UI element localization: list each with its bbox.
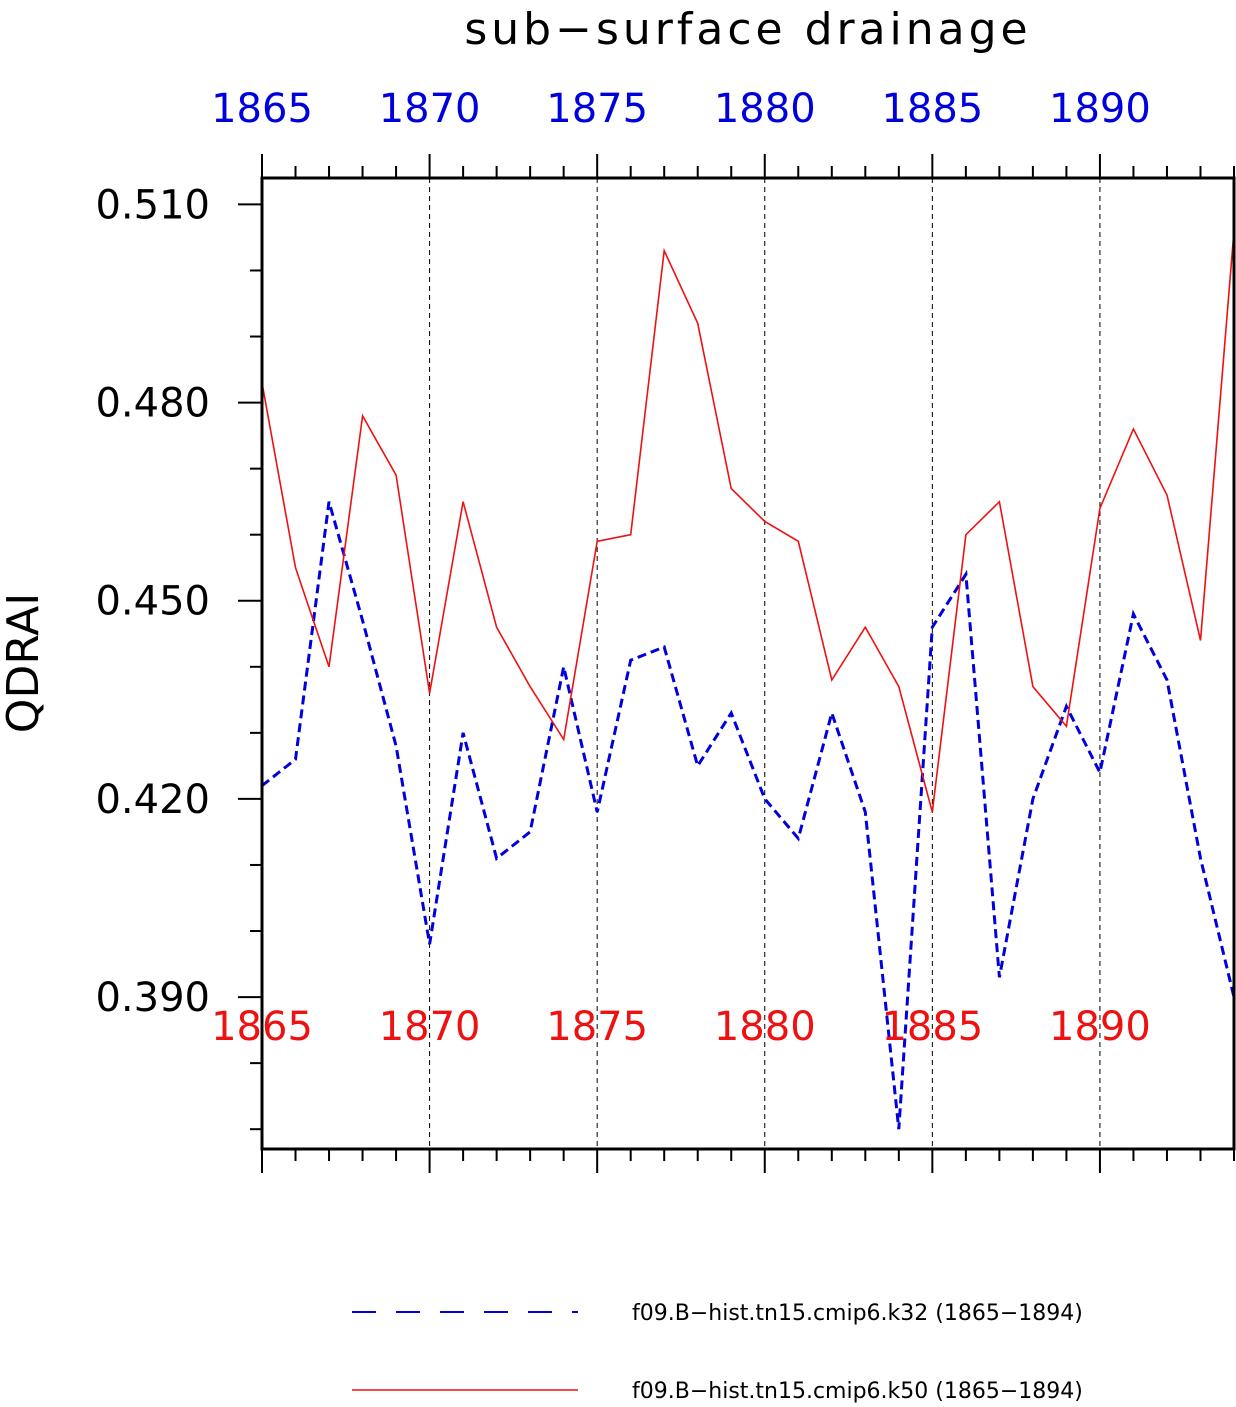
y-tick-label-0.390: 0.390 [95,975,210,1021]
x-tick-label-bottom-1875: 1875 [546,1004,648,1050]
y-tick-label-0.510: 0.510 [95,182,210,228]
x-tick-label-top-1875: 1875 [546,86,648,132]
axes [260,176,1236,1151]
legend-label-2: f09.B−hist.tn15.cmip6.k50 (1865−1894) [632,1379,1083,1404]
legend-label-1: f09.B−hist.tn15.cmip6.k32 (1865−1894) [632,1301,1083,1326]
x-tick-label-top-1890: 1890 [1049,86,1151,132]
series-line-1 [261,501,1236,1130]
x-tick-label-bottom-1865: 1865 [211,1004,313,1050]
y-tick-label-0.480: 0.480 [95,381,210,427]
legend: f09.B−hist.tn15.cmip6.k32 (1865−1894) f09… [352,1301,1083,1404]
y-axis-label: QDRAI [0,593,49,733]
plot-frame [260,176,1236,1151]
y-tick-label-0.420: 0.420 [95,777,210,823]
x-tick-label-bottom-1880: 1880 [714,1004,816,1050]
x-tick-label-bottom-1890: 1890 [1049,1004,1151,1050]
x-tick-label-top-1885: 1885 [881,86,983,132]
x-tick-label-bottom-1870: 1870 [379,1004,481,1050]
x-tick-label-top-1870: 1870 [379,86,481,132]
series-lines [261,230,1236,1130]
ticks [238,154,1235,1173]
tick-labels: 0.390 0.420 0.450 0.480 0.510 1865 1865 1870 187… [95,86,1150,1050]
x-tick-label-top-1880: 1880 [714,86,816,132]
x-tick-label-bottom-1885: 1885 [881,1004,983,1050]
series-line-2 [261,230,1235,813]
y-tick-label-0.450: 0.450 [95,579,210,625]
chart-title: sub−surface drainage [464,4,1031,55]
x-tick-label-top-1865: 1865 [211,86,313,132]
